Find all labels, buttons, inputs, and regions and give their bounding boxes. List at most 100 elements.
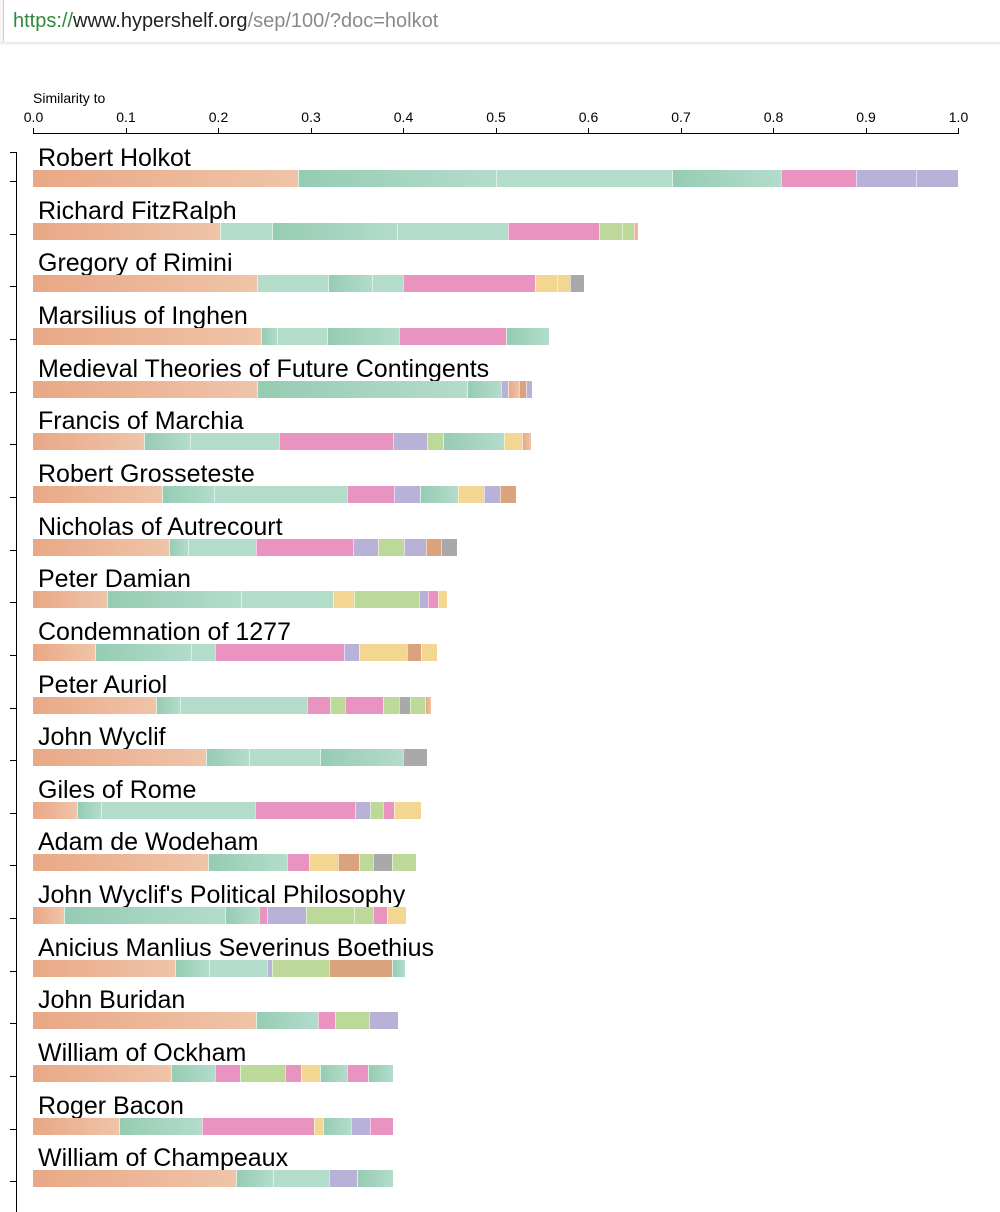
- bar-segment[interactable]: [505, 328, 550, 345]
- bar-segment[interactable]: [328, 275, 372, 292]
- bar-segment[interactable]: [278, 433, 394, 450]
- similarity-bar[interactable]: [33, 907, 406, 924]
- document-title[interactable]: John Buridan: [38, 986, 186, 1014]
- bar-segment[interactable]: [438, 591, 448, 608]
- document-title[interactable]: Peter Auriol: [38, 671, 168, 699]
- bar-segment[interactable]: [254, 802, 355, 819]
- bar-segment[interactable]: [457, 486, 484, 503]
- bar-segment[interactable]: [354, 802, 370, 819]
- bar-segment[interactable]: [329, 697, 345, 714]
- bar-segment[interactable]: [391, 854, 416, 871]
- similarity-bar[interactable]: [33, 960, 405, 977]
- bar-segment[interactable]: [496, 170, 673, 187]
- bar-segment[interactable]: [266, 907, 306, 924]
- document-title[interactable]: Adam de Wodeham: [38, 828, 259, 856]
- bar-segment[interactable]: [367, 1065, 393, 1082]
- document-title[interactable]: Francis of Marchia: [38, 407, 244, 435]
- bar-segment[interactable]: [353, 539, 378, 556]
- bar-segment[interactable]: [420, 486, 458, 503]
- bar-segment[interactable]: [507, 381, 519, 398]
- similarity-bar[interactable]: [33, 381, 532, 398]
- bar-segment[interactable]: [557, 275, 571, 292]
- bar-segment[interactable]: [305, 907, 354, 924]
- bar-segment[interactable]: [373, 854, 392, 871]
- bar-segment[interactable]: [393, 802, 422, 819]
- bar-segment[interactable]: [301, 1065, 320, 1082]
- bar-segment[interactable]: [399, 328, 506, 345]
- bar-segment[interactable]: [338, 854, 360, 871]
- bar-segment[interactable]: [255, 1012, 318, 1029]
- bar-segment[interactable]: [33, 539, 169, 556]
- bar-segment[interactable]: [334, 1012, 369, 1029]
- bar-segment[interactable]: [368, 1012, 399, 1029]
- bar-segment[interactable]: [570, 275, 585, 292]
- bar-segment[interactable]: [215, 1065, 241, 1082]
- bar-segment[interactable]: [353, 907, 374, 924]
- bar-segment[interactable]: [521, 433, 531, 450]
- bar-segment[interactable]: [781, 170, 857, 187]
- bar-segment[interactable]: [214, 486, 348, 503]
- bar-segment[interactable]: [94, 644, 192, 661]
- similarity-bar[interactable]: [33, 854, 416, 871]
- bar-segment[interactable]: [427, 591, 439, 608]
- bar-segment[interactable]: [33, 1170, 237, 1187]
- bar-segment[interactable]: [399, 697, 411, 714]
- bar-segment[interactable]: [277, 328, 328, 345]
- bar-segment[interactable]: [518, 381, 526, 398]
- similarity-bar[interactable]: [33, 275, 585, 292]
- bar-segment[interactable]: [856, 170, 917, 187]
- bar-segment[interactable]: [347, 1065, 368, 1082]
- document-title[interactable]: Richard FitzRalph: [38, 197, 237, 225]
- bar-segment[interactable]: [119, 1118, 203, 1135]
- bar-segment[interactable]: [33, 749, 206, 766]
- bar-segment[interactable]: [359, 854, 374, 871]
- bar-segment[interactable]: [33, 591, 107, 608]
- bar-segment[interactable]: [501, 381, 508, 398]
- bar-segment[interactable]: [190, 433, 279, 450]
- bar-segment[interactable]: [328, 960, 392, 977]
- bar-segment[interactable]: [33, 644, 95, 661]
- bar-segment[interactable]: [77, 802, 102, 819]
- bar-segment[interactable]: [271, 960, 329, 977]
- bar-segment[interactable]: [393, 433, 428, 450]
- document-title[interactable]: Marsilius of Inghen: [38, 302, 248, 330]
- document-title[interactable]: John Wyclif's Political Philosophy: [38, 881, 406, 909]
- bar-segment[interactable]: [344, 697, 383, 714]
- bar-segment[interactable]: [382, 697, 400, 714]
- bar-segment[interactable]: [219, 223, 272, 240]
- bar-segment[interactable]: [144, 433, 191, 450]
- document-title[interactable]: William of Ockham: [38, 1039, 247, 1067]
- similarity-bar[interactable]: [33, 433, 531, 450]
- similarity-bar[interactable]: [33, 802, 422, 819]
- bar-segment[interactable]: [483, 486, 501, 503]
- bar-segment[interactable]: [33, 275, 257, 292]
- bar-segment[interactable]: [240, 1065, 285, 1082]
- bar-segment[interactable]: [256, 381, 467, 398]
- bar-segment[interactable]: [327, 328, 400, 345]
- document-title[interactable]: Gregory of Rimini: [38, 249, 233, 277]
- bar-segment[interactable]: [397, 223, 508, 240]
- bar-segment[interactable]: [180, 697, 307, 714]
- bar-segment[interactable]: [33, 1012, 256, 1029]
- bar-segment[interactable]: [162, 486, 215, 503]
- bar-segment[interactable]: [369, 802, 383, 819]
- similarity-bar[interactable]: [33, 749, 428, 766]
- bar-segment[interactable]: [343, 644, 359, 661]
- bar-segment[interactable]: [373, 907, 388, 924]
- bar-segment[interactable]: [33, 433, 145, 450]
- bar-segment[interactable]: [207, 854, 288, 871]
- bar-segment[interactable]: [672, 170, 782, 187]
- bar-segment[interactable]: [168, 539, 189, 556]
- bar-segment[interactable]: [255, 539, 354, 556]
- bar-segment[interactable]: [106, 591, 242, 608]
- bar-segment[interactable]: [599, 223, 623, 240]
- bar-segment[interactable]: [328, 1170, 357, 1187]
- similarity-bar[interactable]: [33, 328, 550, 345]
- bar-segment[interactable]: [63, 907, 226, 924]
- document-title[interactable]: Condemnation of 1277: [38, 618, 291, 646]
- bar-segment[interactable]: [33, 170, 299, 187]
- bar-segment[interactable]: [403, 539, 427, 556]
- bar-segment[interactable]: [420, 644, 438, 661]
- bar-segment[interactable]: [371, 275, 403, 292]
- bar-segment[interactable]: [33, 960, 175, 977]
